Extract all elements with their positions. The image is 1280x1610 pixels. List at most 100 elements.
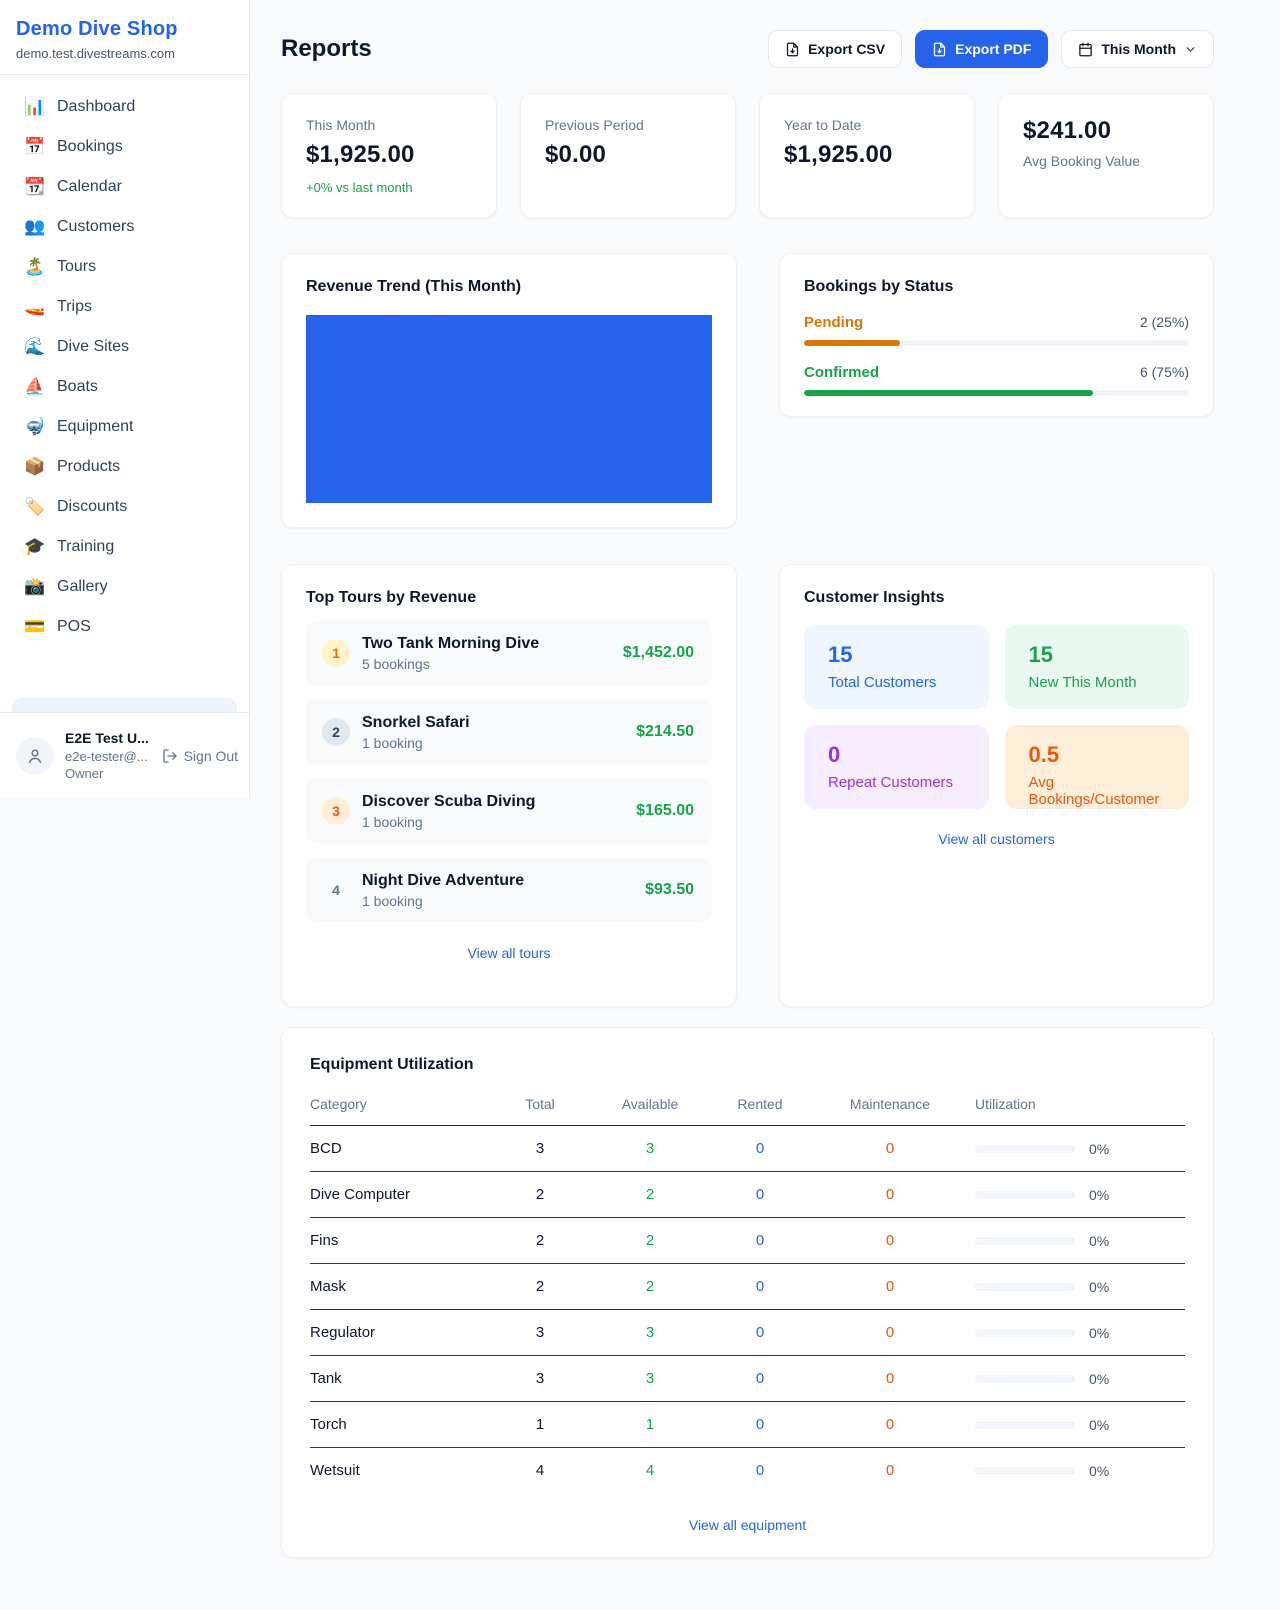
person-icon (28, 748, 42, 763)
view-all-equipment-link[interactable]: View all equipment (688, 1517, 807, 1533)
utilization-cell: 0% (975, 1141, 1185, 1157)
view-all-customers-link[interactable]: View all customers (938, 831, 1055, 847)
equipment-category: BCD (310, 1140, 342, 1157)
sidebar-item-label: Boats (57, 378, 98, 395)
stat-card-avg-booking-value: $241.00 Avg Booking Value (998, 93, 1214, 218)
utilization-percent: 0% (1089, 1278, 1110, 1295)
stats-row: This Month $1,925.00 +0% vs last month P… (281, 93, 1214, 218)
equipment-total: 3 (535, 1370, 545, 1387)
equipment-available: 3 (645, 1140, 655, 1157)
wave-icon: 🌊 (24, 337, 46, 356)
stat-value: $0.00 (545, 141, 607, 168)
bookings-by-status-card: Bookings by Status Pending 2 (25%) Confi… (779, 253, 1214, 417)
sidebar-item-bookings[interactable]: 📅 Bookings (12, 127, 237, 167)
sidebar-item-calendar[interactable]: 📆 Calendar (12, 167, 237, 207)
sidebar-item-dashboard[interactable]: 📊 Dashboard (12, 87, 237, 127)
stat-delta: +0% vs last month (306, 180, 413, 195)
utilization-cell: 0% (975, 1417, 1185, 1433)
tour-amount: $93.50 (645, 881, 694, 898)
sidebar-item-reports-partial[interactable] (12, 698, 237, 712)
equipment-utilization-card: Equipment Utilization Category Total Ava… (281, 1027, 1214, 1558)
equipment-total: 1 (535, 1416, 545, 1433)
brand-domain: demo.test.divestreams.com (16, 46, 175, 61)
period-selector[interactable]: This Month (1061, 30, 1214, 68)
export-csv-button[interactable]: Export CSV (768, 30, 903, 68)
revenue-trend-title: Revenue Trend (This Month) (306, 278, 522, 295)
dashboard-icon: 📊 (24, 97, 46, 116)
stat-card-year-to-date: Year to Date $1,925.00 (759, 93, 975, 218)
equipment-total: 2 (535, 1278, 545, 1295)
equipment-maintenance: 0 (885, 1462, 895, 1479)
tile-value: 0.5 (1028, 742, 1060, 767)
table-row: Torch 1 1 0 0 0% (310, 1402, 1185, 1448)
utilization-bar (975, 1190, 1075, 1199)
equipment-category: Dive Computer (310, 1186, 411, 1203)
tile-repeat-customers: 0 Repeat Customers (804, 725, 989, 809)
user-email: e2e-tester@... (65, 748, 148, 764)
tour-row[interactable]: 3 Discover Scuba Diving 1 booking $165.00 (306, 778, 712, 844)
package-icon: 📦 (24, 457, 46, 476)
sidebar-item-label: Trips (57, 298, 92, 315)
brand-block: Demo Dive Shop demo.test.divestreams.com (0, 0, 249, 75)
equipment-rented: 0 (755, 1370, 765, 1387)
sidebar-item-label: Calendar (57, 178, 122, 195)
utilization-bar (975, 1282, 1075, 1291)
tag-icon: 🏷️ (24, 497, 46, 516)
revenue-trend-card: Revenue Trend (This Month) (281, 253, 737, 528)
sidebar-item-equipment[interactable]: 🤿 Equipment (12, 407, 237, 447)
sidebar-item-label: Gallery (57, 578, 108, 595)
sidebar-item-pos[interactable]: 💳 POS (12, 607, 237, 647)
tour-row[interactable]: 1 Two Tank Morning Dive 5 bookings $1,452… (306, 620, 712, 686)
col-category: Category (310, 1096, 367, 1112)
view-all-tours-link[interactable]: View all tours (467, 945, 551, 961)
progress-track (804, 390, 1189, 396)
tour-bookings: 1 booking (362, 734, 423, 751)
progress-fill (804, 390, 1093, 396)
sidebar-item-customers[interactable]: 👥 Customers (12, 207, 237, 247)
tile-label: Total Customers (828, 674, 937, 691)
equipment-rented: 0 (755, 1186, 765, 1203)
tile-label: Repeat Customers (828, 774, 954, 791)
sidebar-nav: 📊 Dashboard 📅 Bookings 📆 Calendar 👥 Customer… (0, 75, 249, 647)
sign-out-button[interactable]: Sign Out (162, 748, 238, 764)
sidebar-item-label: Bookings (57, 138, 123, 155)
utilization-cell: 0% (975, 1187, 1185, 1203)
col-maintenance: Maintenance (849, 1096, 931, 1112)
tile-new-this-month: 15 New This Month (1004, 625, 1189, 709)
sidebar-item-gallery[interactable]: 📸 Gallery (12, 567, 237, 607)
export-pdf-button[interactable]: Export PDF (915, 30, 1049, 68)
user-section: E2E Test U... e2e-tester@... Sign Out Ow… (0, 712, 249, 798)
sidebar-item-products[interactable]: 📦 Products (12, 447, 237, 487)
tour-name: Night Dive Adventure (362, 871, 525, 889)
equipment-available: 4 (645, 1462, 655, 1479)
chevron-down-icon (1186, 46, 1195, 52)
sidebar-item-tours[interactable]: 🏝️ Tours (12, 247, 237, 287)
tour-row[interactable]: 4 Night Dive Adventure 1 booking $93.50 (306, 857, 712, 923)
utilization-cell: 0% (975, 1463, 1185, 1479)
equipment-category: Mask (310, 1278, 346, 1295)
equipment-category: Fins (310, 1232, 339, 1249)
tour-name: Snorkel Safari (362, 713, 470, 731)
sidebar-item-label: Dashboard (57, 98, 136, 115)
sidebar-item-dive-sites[interactable]: 🌊 Dive Sites (12, 327, 237, 367)
header-actions: Export CSV Export PDF This Month (768, 30, 1214, 68)
status-label: Pending (804, 314, 864, 331)
rank-badge: 4 (332, 882, 340, 898)
equipment-category: Torch (310, 1416, 347, 1433)
sidebar-item-boats[interactable]: ⛵ Boats (12, 367, 237, 407)
equipment-available: 3 (645, 1324, 655, 1341)
equipment-maintenance: 0 (885, 1140, 895, 1157)
insight-grid: 15 Total Customers 15 New This Month 0 R… (804, 625, 1189, 809)
utilization-bar (975, 1420, 1075, 1429)
table-row: Fins 2 2 0 0 0% (310, 1218, 1185, 1264)
file-download-icon (933, 42, 946, 56)
tour-row[interactable]: 2 Snorkel Safari 1 booking $214.50 (306, 699, 712, 765)
page-header: Reports Export CSV Export PDF This Month (281, 30, 1214, 68)
tile-total-customers: 15 Total Customers (804, 625, 989, 709)
tour-bookings: 1 booking (362, 813, 423, 830)
utilization-bar (975, 1144, 1075, 1153)
sidebar-item-discounts[interactable]: 🏷️ Discounts (12, 487, 237, 527)
progress-fill (804, 340, 901, 346)
sidebar-item-training[interactable]: 🎓 Training (12, 527, 237, 567)
sidebar-item-trips[interactable]: 🚤 Trips (12, 287, 237, 327)
